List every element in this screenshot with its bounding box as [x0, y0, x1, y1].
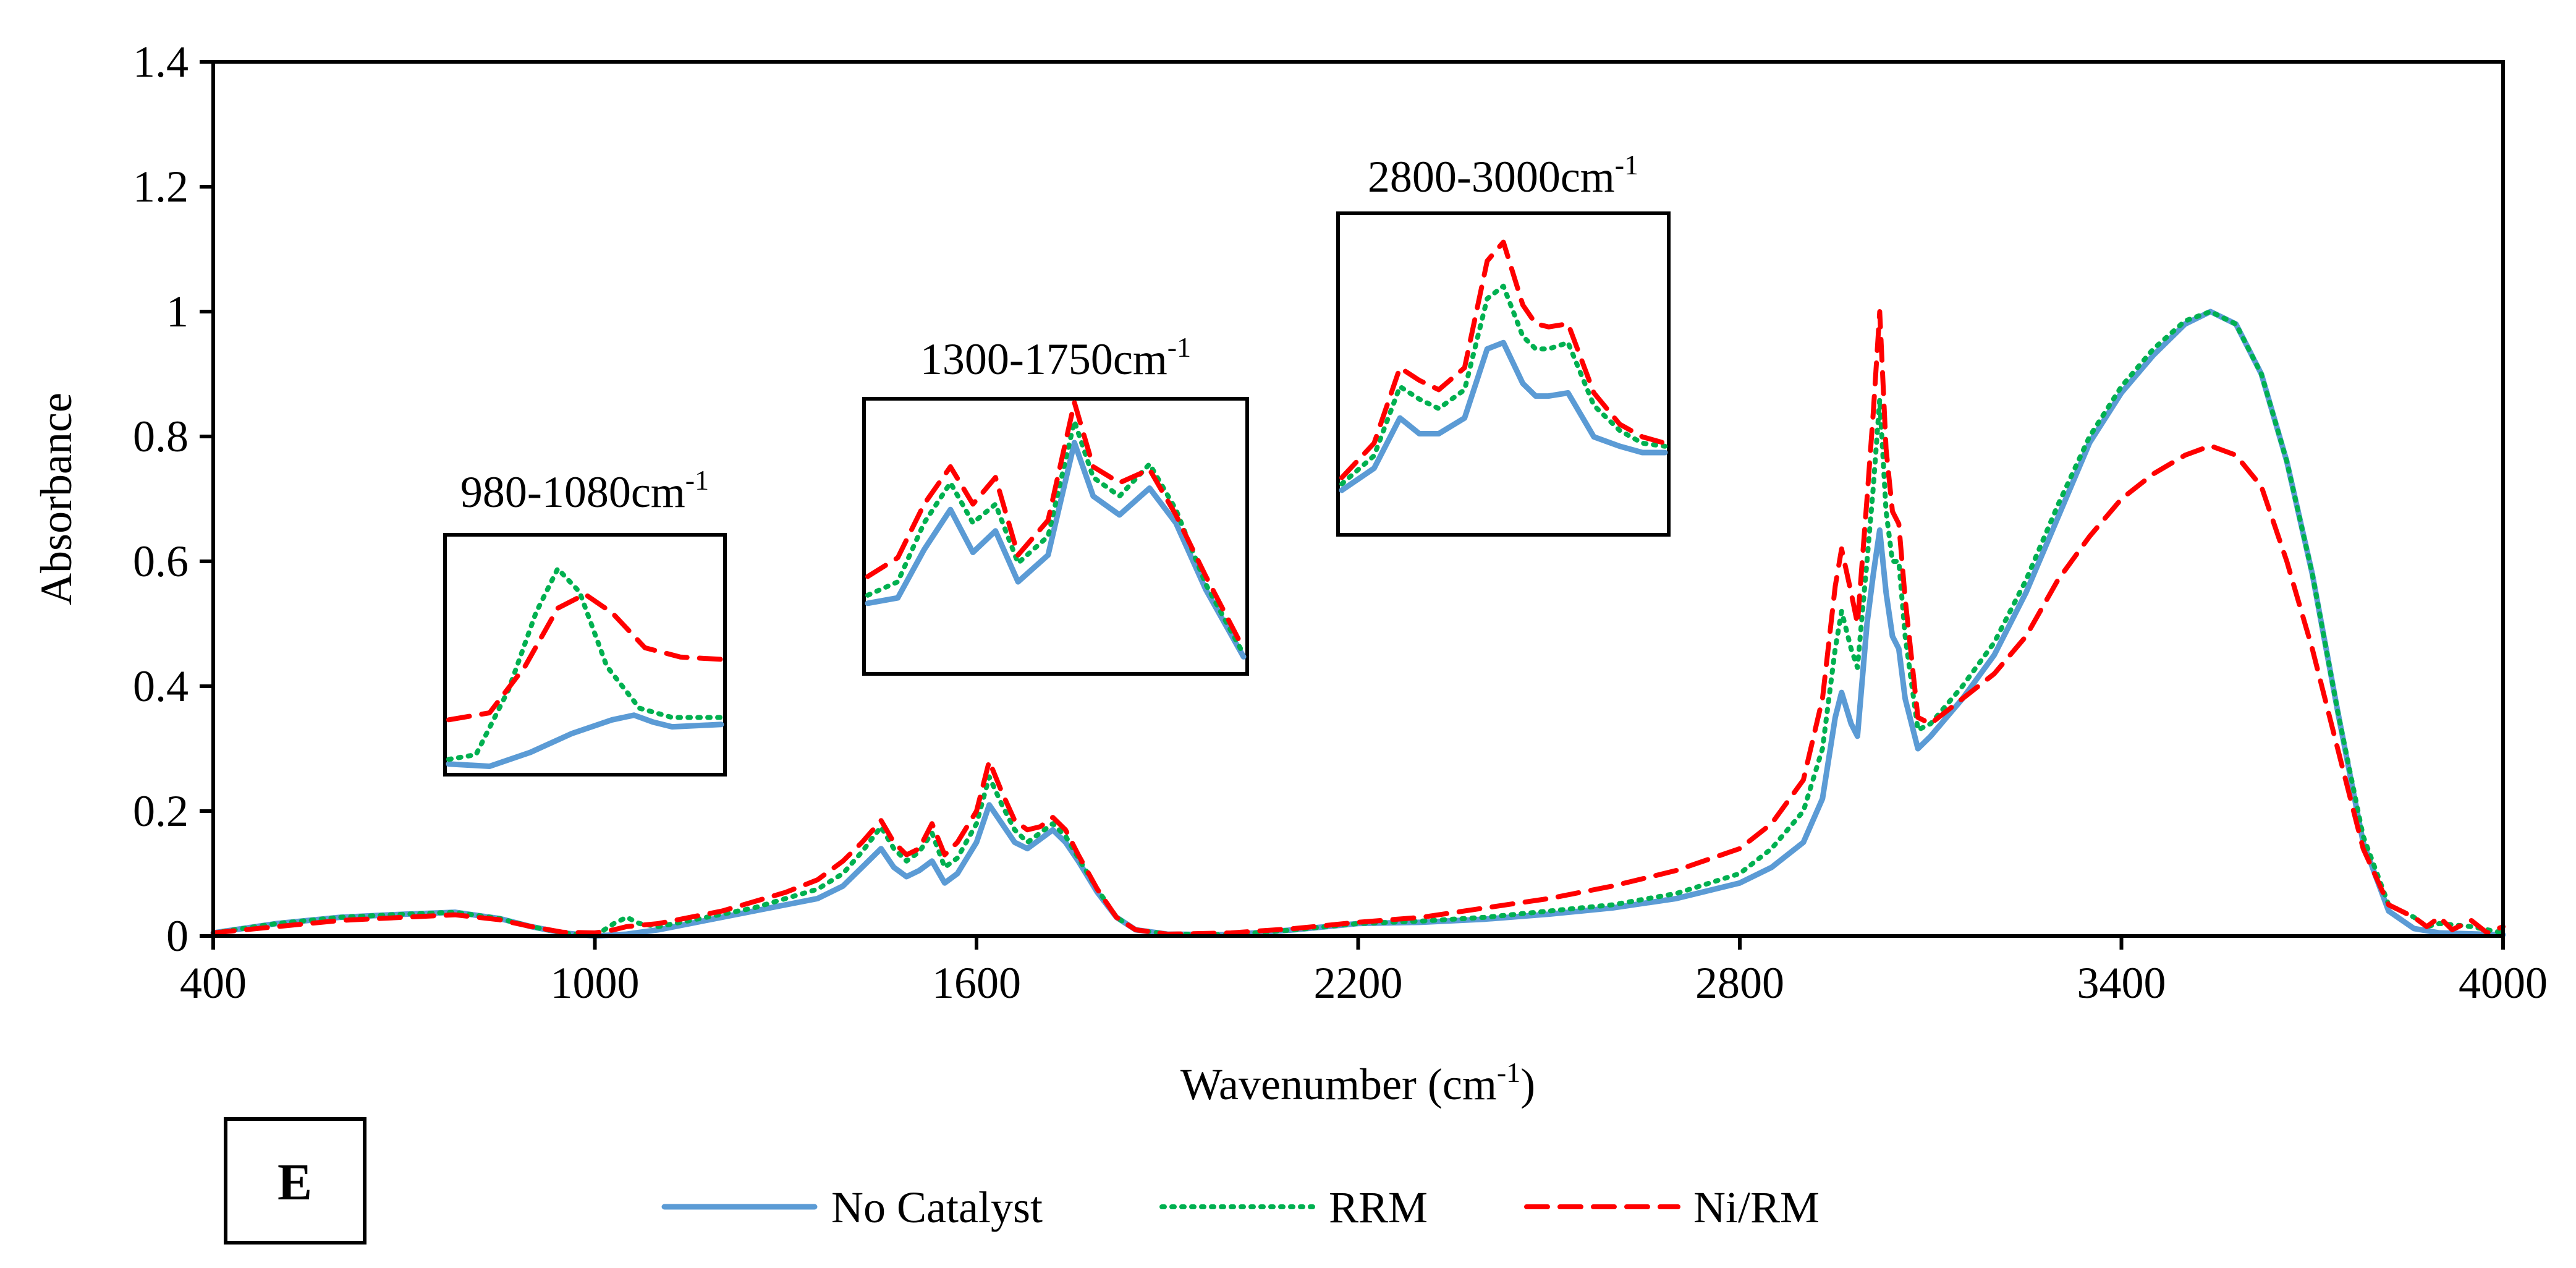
y-axis-title: Absorbance — [32, 393, 81, 605]
inset-2-line-ni-rm — [865, 400, 1246, 652]
panel-label-box: E — [224, 1117, 366, 1245]
inset-title-1-text: 980-1080cm — [460, 467, 685, 517]
inset-box-2 — [862, 397, 1249, 676]
x-axis-title: Wavenumber (cm-1) — [1180, 1057, 1535, 1109]
legend-label-ni-rm: Ni/RM — [1693, 1183, 1820, 1232]
y-tick-label: 0.4 — [133, 662, 189, 711]
y-axis: 0 0.2 0.4 0.6 0.8 1 1.2 1.4 — [133, 37, 213, 961]
inset-2-line-no-catalyst — [865, 440, 1247, 660]
y-tick-label: 0.8 — [133, 412, 189, 461]
y-tick-label: 1.4 — [133, 37, 189, 87]
legend-label-no-catalyst: No Catalyst — [831, 1183, 1043, 1232]
y-tick-label: 1.2 — [133, 162, 189, 211]
inset-title-3: 2800-3000cm-1 — [1368, 149, 1638, 202]
inset-title-2-sup: -1 — [1167, 331, 1191, 363]
x-tick-label: 400 — [180, 958, 247, 1008]
series-line-no-catalyst — [210, 308, 2506, 939]
x-tick-label: 2800 — [1695, 958, 1784, 1008]
legend: No Catalyst RRM Ni/RM — [661, 1183, 1820, 1232]
inset-title-3-sup: -1 — [1615, 149, 1638, 181]
series-line-ni-rm — [211, 309, 2506, 937]
inset-3-line-no-catalyst — [1339, 339, 1668, 493]
x-axis-title-sup: -1 — [1497, 1057, 1520, 1088]
x-tick-label: 2200 — [1314, 958, 1403, 1008]
x-tick-label: 4000 — [2459, 958, 2548, 1008]
inset-2-line-rrm — [865, 419, 1246, 657]
inset-1-line-ni-rm — [446, 592, 724, 723]
x-tick-label: 1000 — [551, 958, 640, 1008]
y-tick-label: 0.6 — [133, 537, 189, 586]
inset-box-1 — [443, 533, 727, 777]
legend-label-rrm: RRM — [1329, 1183, 1428, 1232]
inset-title-2: 1300-1750cm-1 — [920, 331, 1191, 384]
x-axis: 400 1000 1600 2200 2800 3400 4000 — [180, 936, 2548, 1008]
insets: 980-1080cm-1 1300-1750cm-1 2800-3000cm-1 — [443, 149, 1671, 777]
x-tick-label: 1600 — [932, 958, 1021, 1008]
series-layer — [210, 308, 2506, 939]
y-tick-label: 0.2 — [133, 786, 189, 836]
panel-label-frame — [224, 1117, 366, 1245]
inset-1-line-no-catalyst — [446, 712, 724, 769]
y-tick-label: 0 — [166, 911, 189, 961]
panel-label: E — [278, 1154, 312, 1211]
inset-1-line-rrm — [446, 566, 724, 762]
y-tick-label: 1 — [166, 287, 189, 336]
inset-title-2-text: 1300-1750cm — [920, 334, 1167, 384]
x-tick-label: 3400 — [2077, 958, 2166, 1008]
x-axis-title-main: Wavenumber (cm — [1180, 1060, 1497, 1109]
inset-title-1: 980-1080cm-1 — [460, 464, 709, 517]
series-line-rrm — [211, 309, 2506, 938]
inset-title-1-sup: -1 — [685, 464, 709, 496]
inset-3-line-rrm — [1339, 283, 1667, 487]
x-axis-title-suffix: ) — [1520, 1060, 1535, 1109]
inset-title-3-text: 2800-3000cm — [1368, 152, 1615, 202]
inset-3-line-ni-rm — [1339, 239, 1667, 480]
inset-box-3 — [1336, 211, 1671, 537]
